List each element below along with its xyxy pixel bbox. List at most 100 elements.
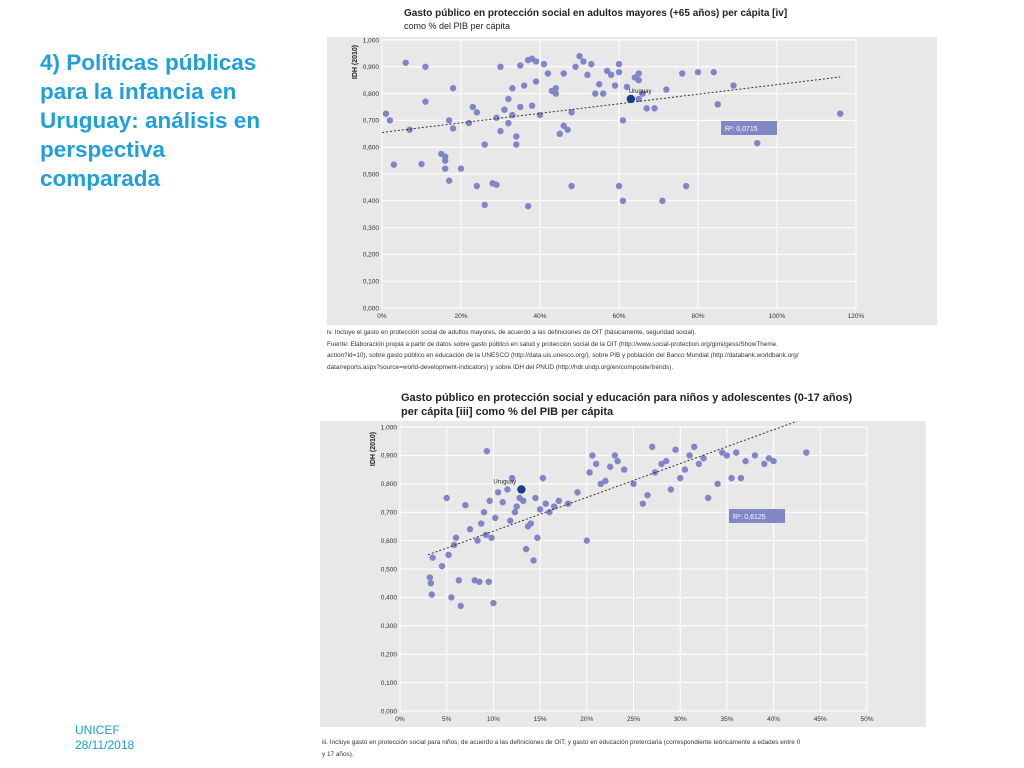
- data-point: [719, 449, 726, 456]
- x-tick-label: 35%: [720, 716, 733, 723]
- data-point: [611, 82, 619, 89]
- data-point: [761, 460, 768, 468]
- data-point: [803, 449, 810, 456]
- x-tick-label: 40%: [767, 716, 780, 723]
- figure1-note-line: Fuente: Elaboración propia a partir de d…: [327, 340, 779, 348]
- data-point: [659, 197, 666, 204]
- data-point: [733, 449, 740, 456]
- data-point: [501, 106, 508, 113]
- figure2-title-line2: per cápita [iii] como % del PIB per cápi…: [401, 406, 614, 418]
- y-tick-label: 0,600: [363, 145, 380, 152]
- data-point: [574, 489, 581, 496]
- figure2-note-line: iii. Incluye gasto en protección social …: [322, 739, 801, 746]
- x-tick-label: 5%: [442, 716, 452, 723]
- data-point: [508, 474, 516, 482]
- data-point: [714, 480, 721, 487]
- y-tick-label: 0,300: [381, 623, 398, 630]
- data-point: [614, 457, 621, 465]
- data-point: [486, 497, 493, 505]
- data-point: [592, 90, 599, 97]
- data-point: [532, 78, 540, 85]
- data-point: [517, 62, 524, 69]
- data-point: [635, 77, 642, 84]
- figure1-note-line: data/reports.aspx?source=world-developme…: [327, 363, 674, 371]
- data-point: [596, 81, 603, 88]
- data-point: [550, 503, 558, 510]
- chart1-scatter-plot: 0,000 0,100 0,200 0,300 0,400 0,500 0,600 0,700…: [327, 37, 937, 325]
- slide-footer: UNICEF 28/11/2018: [75, 723, 134, 753]
- slide-title: 4) Políticas públicas para la infancia e…: [40, 50, 261, 191]
- x-tick-label: 120%: [848, 313, 865, 320]
- data-point: [635, 95, 642, 103]
- data-point: [517, 103, 524, 111]
- data-point: [481, 201, 488, 209]
- footer-organization: UNICEF: [75, 723, 120, 737]
- data-point: [469, 103, 477, 111]
- r-squared-box: [721, 121, 777, 135]
- figure1-source-note: iv. Incluye el gasto en protección socia…: [327, 327, 937, 373]
- data-point: [442, 165, 449, 172]
- figure2-title: Gasto público en protección social y edu…: [401, 391, 852, 419]
- data-point: [536, 506, 544, 513]
- data-point: [513, 141, 520, 148]
- r-squared-label: R²: 0,0715: [725, 126, 758, 133]
- x-tick-label: 100%: [769, 313, 786, 320]
- figure1-title: Gasto público en protección social en ad…: [404, 8, 787, 32]
- data-point: [728, 474, 735, 482]
- data-point: [615, 182, 623, 190]
- data-point: [837, 110, 844, 117]
- x-tick-label: 45%: [814, 716, 827, 723]
- data-point: [560, 70, 567, 77]
- data-point: [438, 562, 446, 570]
- data-point: [540, 60, 548, 68]
- data-point: [422, 63, 429, 70]
- data-point: [682, 182, 690, 190]
- data-point: [592, 460, 600, 468]
- data-point: [552, 90, 559, 97]
- data-point: [648, 443, 656, 451]
- data-point: [505, 119, 512, 127]
- figure2-title-line1: Gasto público en protección social y edu…: [401, 392, 853, 404]
- data-point: [695, 460, 703, 468]
- data-point: [754, 139, 761, 147]
- x-tick-label: 20%: [580, 716, 593, 723]
- trend-line: [381, 76, 841, 133]
- data-point: [493, 114, 500, 121]
- y-tick-label: 0,500: [381, 566, 398, 573]
- data-point: [615, 60, 623, 68]
- data-point: [488, 534, 495, 541]
- figure1-note-line: iv. Incluye el gasto en protección socia…: [327, 329, 697, 336]
- data-point: [615, 68, 623, 76]
- data-point: [751, 452, 759, 459]
- highlight-point-uruguay: [626, 94, 636, 104]
- data-point: [681, 466, 689, 473]
- data-point: [465, 119, 473, 127]
- y-tick-label: 0,800: [363, 91, 380, 98]
- figure2-note-line: y 17 años).: [322, 750, 354, 758]
- data-point: [770, 457, 777, 465]
- data-point: [705, 494, 712, 502]
- data-point: [462, 501, 469, 509]
- y-tick-label: 1,000: [381, 424, 398, 431]
- x-tick-label: 0%: [377, 313, 387, 320]
- trend-line: [427, 421, 798, 556]
- data-point: [497, 127, 504, 135]
- r-squared-label: R²: 0,6125: [733, 514, 766, 521]
- data-point: [542, 500, 549, 507]
- data-point: [428, 591, 435, 598]
- data-point: [494, 489, 502, 496]
- data-point: [443, 494, 450, 502]
- data-point: [450, 541, 458, 549]
- data-point: [639, 500, 647, 507]
- chart2-scatter-plot: 0,000 0,100 0,200 0,300 0,400 0,500 0,600 0,700…: [320, 421, 926, 727]
- data-point: [644, 491, 651, 499]
- data-point: [427, 580, 435, 587]
- data-point: [402, 59, 409, 66]
- data-point: [457, 602, 464, 610]
- y-tick-label: 0,600: [381, 538, 398, 545]
- footer-date: 28/11/2018: [75, 738, 135, 752]
- data-point: [663, 86, 670, 93]
- x-tick-label: 30%: [674, 716, 687, 723]
- data-point: [530, 557, 537, 564]
- data-point: [635, 70, 642, 77]
